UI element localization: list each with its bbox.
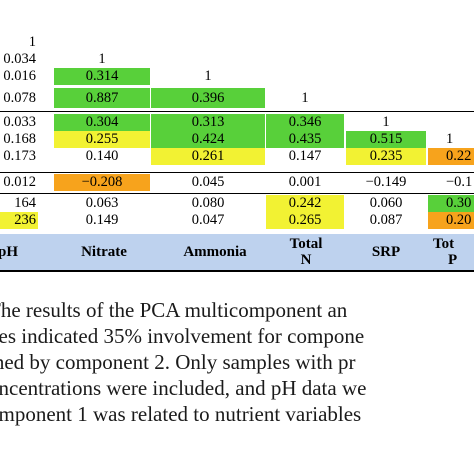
- table-cell: 1: [382, 114, 390, 131]
- table-header-row: [0, 234, 474, 270]
- table-cell: 0.242: [266, 195, 344, 212]
- table-cell: 0.20: [428, 212, 474, 229]
- table-cell: 0.087: [369, 212, 403, 229]
- table-cell: 0.140: [85, 148, 119, 165]
- table-cell: 1: [301, 89, 309, 106]
- correlation-table: pH Nitrate Ammonia Total N SRP Tot P 1 0.03…: [0, 34, 474, 272]
- header-ph: pH: [0, 244, 18, 260]
- table-cell: −0.149: [365, 174, 407, 191]
- table-cell: 0.265: [266, 212, 344, 229]
- table-bottom-rule: [0, 270, 474, 272]
- table-cell: 0.261: [151, 148, 265, 165]
- table-cell: 0.424: [151, 131, 265, 148]
- table-cell: 0.078: [3, 89, 36, 106]
- caption-line: The results of the PCA multicomponent an: [0, 298, 348, 322]
- header-ammonia: Ammonia: [183, 244, 247, 260]
- table-cell: 0.346: [266, 114, 344, 131]
- group-divider: [0, 193, 474, 194]
- caption-line: omponent 1 was related to nutrient varia…: [0, 402, 362, 426]
- table-cell: 0.173: [3, 148, 36, 165]
- table-cell: 0.313: [151, 114, 265, 131]
- caption-line: oncentrations were included, and pH data…: [0, 376, 367, 400]
- table-cell: 0.045: [191, 174, 225, 191]
- header-total-n: Total N: [289, 236, 323, 268]
- group-divider: [0, 172, 474, 173]
- table-cell: 0.435: [266, 131, 344, 148]
- table-cell: 0.080: [191, 195, 225, 212]
- table-cell: 0.060: [369, 195, 403, 212]
- caption-line: xes indicated 35% involvement for compon…: [0, 324, 365, 348]
- table-cell: 0.887: [54, 88, 150, 108]
- table-cell: 0.255: [54, 131, 150, 148]
- table-cell: 1: [446, 131, 454, 148]
- table-cell: 1: [28, 34, 36, 51]
- group-divider: [0, 111, 474, 112]
- header-srp: SRP: [371, 244, 401, 260]
- caption-line: ined by component 2. Only samples with p…: [0, 350, 356, 374]
- table-cell: 0.034: [3, 51, 36, 68]
- table-cell: 236: [0, 212, 38, 229]
- table-cell: 0.012: [3, 174, 36, 191]
- table-cell: 0.149: [85, 212, 119, 229]
- table-cell: 0.168: [3, 131, 36, 148]
- table-cell: 0.047: [191, 212, 225, 229]
- table-cell: 0.515: [346, 131, 426, 148]
- table-cell: 0.30: [428, 195, 474, 212]
- table-cell: 1: [204, 68, 212, 85]
- table-cell: 0.033: [3, 114, 36, 131]
- table-cell: 0.147: [288, 148, 322, 165]
- table-cell: −0.1: [446, 174, 473, 191]
- table-cell: 0.304: [54, 114, 150, 131]
- table-cell: 0.016: [3, 68, 36, 85]
- table-cell: 1: [98, 51, 106, 68]
- table-cell: −0.208: [54, 174, 150, 191]
- header-nitrate: Nitrate: [81, 244, 127, 260]
- table-cell: 0.001: [288, 174, 322, 191]
- table-cell: 0.235: [346, 148, 426, 165]
- table-cell: 0.396: [151, 88, 265, 108]
- table-cell: 0.314: [54, 68, 150, 85]
- table-cell: 164: [14, 195, 36, 212]
- header-total-p: Tot P: [433, 236, 458, 268]
- table-cell: 0.22: [428, 148, 474, 165]
- table-cell: 0.063: [85, 195, 119, 212]
